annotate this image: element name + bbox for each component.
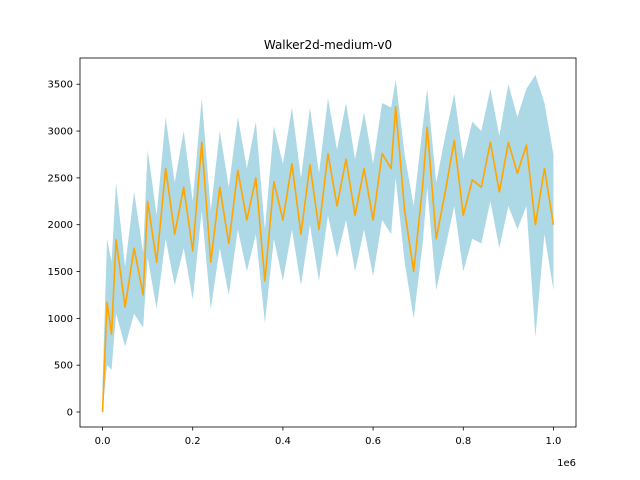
x-tick-label: 0.4: [275, 436, 291, 447]
x-tick-label: 0.6: [365, 436, 381, 447]
x-tick-label: 0.2: [185, 436, 201, 447]
series-line: [101, 105, 555, 413]
series-line-layer: [101, 105, 555, 413]
y-tick-label: 1500: [48, 267, 73, 278]
axes-layer: [79, 57, 577, 428]
x-tick-label: 0.8: [455, 436, 471, 447]
y-tick-label: 2000: [48, 220, 73, 231]
y-tick-label: 2500: [48, 173, 73, 184]
y-tick-label: 3000: [48, 127, 73, 138]
y-tick-label: 500: [54, 361, 73, 372]
chart-title: Walker2d-medium-v0: [264, 38, 392, 52]
x-tick-label: 1.0: [546, 436, 562, 447]
x-tick-label: 0.0: [95, 436, 111, 447]
plot-frame: [79, 57, 577, 428]
y-tick-label: 3500: [48, 80, 73, 91]
y-tick-label: 0: [67, 408, 73, 419]
y-tick-label: 1000: [48, 314, 73, 325]
x-axis-offset-label: 1e6: [557, 458, 576, 469]
ticks-layer: 0.0 0.2 0.4 0.6 0.8 1.0 0 500 1000 1500 2000 2500 30…: [48, 80, 562, 447]
